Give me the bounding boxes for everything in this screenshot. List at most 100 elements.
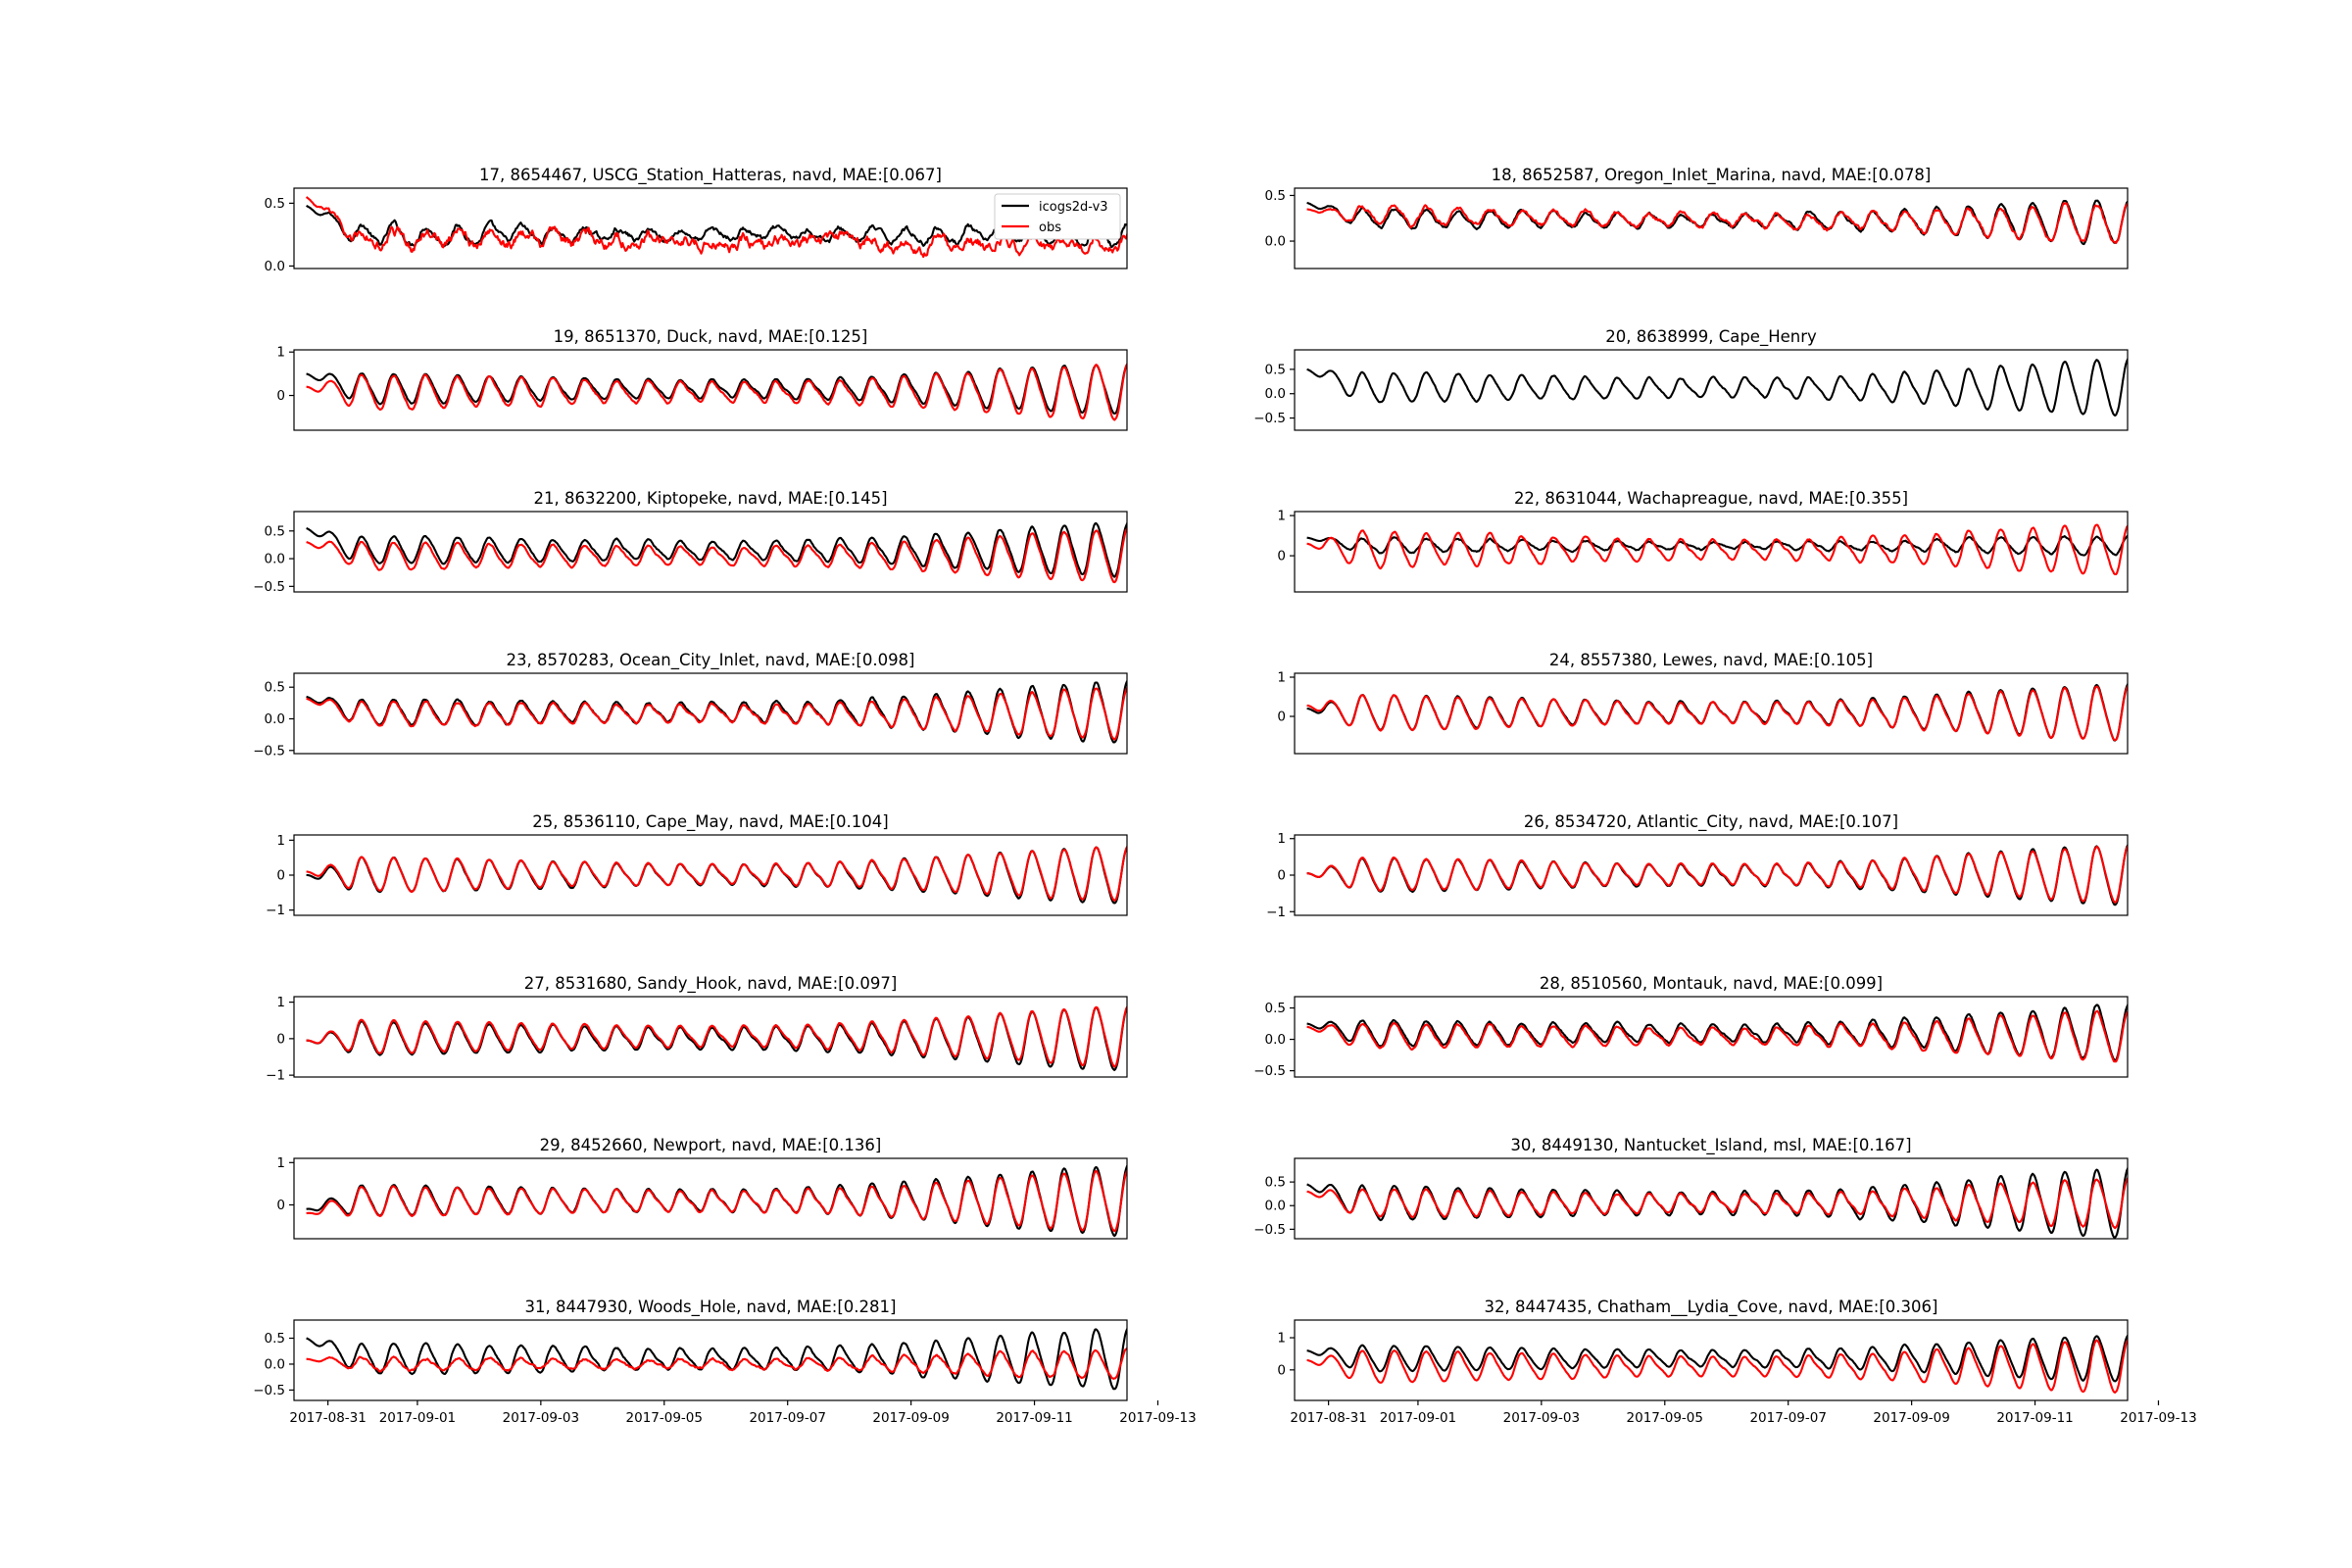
axes-frame: [1294, 1157, 2129, 1240]
axes-frame: [1294, 834, 2129, 916]
y-tick-label: 0.0: [1265, 234, 1286, 250]
subplots-grid: 17, 8654467, USCG_Station_Hatteras, navd…: [253, 166, 2196, 1426]
subplot: 23, 8570283, Ocean_City_Inlet, navd, MAE…: [253, 651, 1128, 759]
subplot-title: 23, 8570283, Ocean_City_Inlet, navd, MAE…: [506, 651, 914, 670]
y-tick-label: −1: [1266, 905, 1286, 920]
subplot: 30, 8449130, Nantucket_Island, msl, MAE:…: [1253, 1136, 2129, 1240]
y-tick-label: 0.0: [265, 1356, 285, 1372]
obs-series-line: [1306, 523, 2128, 576]
y-tick-label: 0.5: [265, 523, 285, 539]
y-tick-label: −0.5: [1253, 1063, 1286, 1079]
y-tick-label: 0.0: [1265, 386, 1286, 402]
x-tick-label: 2017-09-13: [1119, 1410, 1196, 1426]
axes-frame: [1294, 672, 2129, 755]
x-tick-label: 2017-09-11: [996, 1410, 1072, 1426]
subplot: 26, 8534720, Atlantic_City, navd, MAE:[0…: [1266, 812, 2129, 920]
x-tick-label: 2017-09-09: [872, 1410, 949, 1426]
model-series-line: [306, 521, 1127, 578]
axes-frame: [1294, 996, 2129, 1078]
model-series-line: [306, 1328, 1127, 1391]
x-tick-label: 2017-09-01: [379, 1410, 456, 1426]
axes-frame: [1294, 187, 2129, 270]
y-tick-label: 0.0: [265, 552, 285, 567]
obs-series-line: [306, 1005, 1127, 1068]
y-tick-label: −1: [266, 1068, 285, 1084]
subplot-title: 21, 8632200, Kiptopeke, navd, MAE:[0.145…: [533, 489, 887, 508]
x-tick-label: 2017-09-09: [1873, 1410, 1949, 1426]
y-tick-label: 0.5: [265, 196, 285, 212]
y-tick-label: 0: [276, 868, 285, 884]
subplot-title: 32, 8447435, Chatham__Lydia_Cove, navd, …: [1485, 1298, 1938, 1317]
axes-frame: [1294, 1319, 2129, 1401]
x-tick-label: 2017-09-03: [503, 1410, 579, 1426]
obs-series-line: [306, 527, 1127, 584]
subplot: 29, 8452660, Newport, navd, MAE:[0.136] 0…: [276, 1136, 1128, 1240]
y-tick-label: 0.5: [1265, 1175, 1286, 1191]
subplot: 28, 8510560, Montauk, navd, MAE:[0.099] −…: [1253, 974, 2129, 1079]
y-tick-label: 0: [276, 388, 285, 404]
obs-series-line: [306, 686, 1127, 741]
obs-series-line: [1306, 1338, 2128, 1394]
obs-series-line: [1306, 1009, 2128, 1063]
y-tick-label: −0.5: [1253, 411, 1286, 426]
y-tick-label: 0.5: [1265, 1001, 1286, 1016]
legend-obs-label: obs: [1039, 220, 1061, 235]
y-tick-label: 0: [1277, 710, 1286, 725]
legend-model-label: icogs2d-v3: [1039, 200, 1108, 215]
axes-frame: [293, 1157, 1128, 1240]
y-tick-label: 1: [1277, 831, 1286, 847]
subplot: 32, 8447435, Chatham__Lydia_Cove, navd, …: [1277, 1298, 2196, 1426]
legend: icogs2d-v3 obs: [994, 193, 1121, 240]
y-tick-label: 0.5: [1265, 362, 1286, 377]
subplot-title: 25, 8536110, Cape_May, navd, MAE:[0.104]: [532, 812, 888, 832]
y-tick-label: 0: [1277, 868, 1286, 884]
obs-series-line: [306, 1347, 1127, 1380]
model-series-line: [1306, 1004, 2128, 1062]
subplot: 18, 8652587, Oregon_Inlet_Marina, navd, …: [1265, 166, 2129, 270]
axes-frame: [293, 349, 1128, 431]
subplot-title: 31, 8447930, Woods_Hole, navd, MAE:[0.28…: [525, 1298, 897, 1317]
obs-series-line: [306, 845, 1127, 902]
y-tick-label: 0.0: [265, 259, 285, 274]
model-series-line: [1306, 358, 2128, 417]
subplot: 20, 8638999, Cape_Henry −0.5 0.0 0.5: [1253, 327, 2129, 431]
y-tick-label: −0.5: [1253, 1222, 1286, 1238]
subplot: 25, 8536110, Cape_May, navd, MAE:[0.104]…: [266, 812, 1128, 918]
y-tick-label: 0.0: [1265, 1032, 1286, 1048]
x-tick-label: 2017-09-05: [626, 1410, 703, 1426]
subplot: 17, 8654467, USCG_Station_Hatteras, navd…: [265, 166, 1128, 274]
y-tick-label: 0.5: [265, 680, 285, 696]
y-tick-label: 0: [1277, 549, 1286, 564]
subplot: 19, 8651370, Duck, navd, MAE:[0.125] 0 1: [276, 327, 1128, 431]
x-tick-label: 2017-08-31: [1290, 1410, 1366, 1426]
y-tick-label: −0.5: [253, 743, 285, 759]
subplot-title: 24, 8557380, Lewes, navd, MAE:[0.105]: [1549, 651, 1873, 669]
y-tick-label: 1: [276, 345, 285, 361]
subplot-title: 22, 8631044, Wachapreague, navd, MAE:[0.…: [1514, 489, 1908, 508]
subplot-title: 29, 8452660, Newport, navd, MAE:[0.136]: [540, 1136, 882, 1154]
axes-frame: [293, 834, 1128, 916]
subplot: 27, 8531680, Sandy_Hook, navd, MAE:[0.09…: [266, 974, 1128, 1084]
subplot-title: 27, 8531680, Sandy_Hook, navd, MAE:[0.09…: [524, 974, 898, 994]
subplot: 21, 8632200, Kiptopeke, navd, MAE:[0.145…: [253, 489, 1128, 595]
x-tick-label: 2017-09-07: [749, 1410, 825, 1426]
obs-series-line: [1306, 202, 2128, 245]
subplot-title: 18, 8652587, Oregon_Inlet_Marina, navd, …: [1492, 166, 1932, 185]
x-tick-label: 2017-08-31: [289, 1410, 366, 1426]
y-tick-label: 1: [1277, 670, 1286, 686]
x-tick-label: 2017-09-07: [1749, 1410, 1826, 1426]
axes-frame: [293, 996, 1128, 1078]
y-tick-label: 0: [1277, 1362, 1286, 1378]
y-tick-label: −0.5: [253, 579, 285, 595]
x-tick-label: 2017-09-13: [2120, 1410, 2196, 1426]
subplot-title: 26, 8534720, Atlantic_City, navd, MAE:[0…: [1524, 812, 1898, 832]
y-tick-label: 1: [276, 995, 285, 1010]
x-tick-label: 2017-09-01: [1380, 1410, 1456, 1426]
axes-frame: [293, 672, 1128, 755]
subplot: 22, 8631044, Wachapreague, navd, MAE:[0.…: [1277, 489, 2129, 593]
subplot-title: 17, 8654467, USCG_Station_Hatteras, navd…: [479, 166, 942, 185]
x-tick-label: 2017-09-11: [1996, 1410, 2073, 1426]
x-tick-label: 2017-09-03: [1503, 1410, 1580, 1426]
y-tick-label: 0.0: [1265, 1199, 1286, 1214]
